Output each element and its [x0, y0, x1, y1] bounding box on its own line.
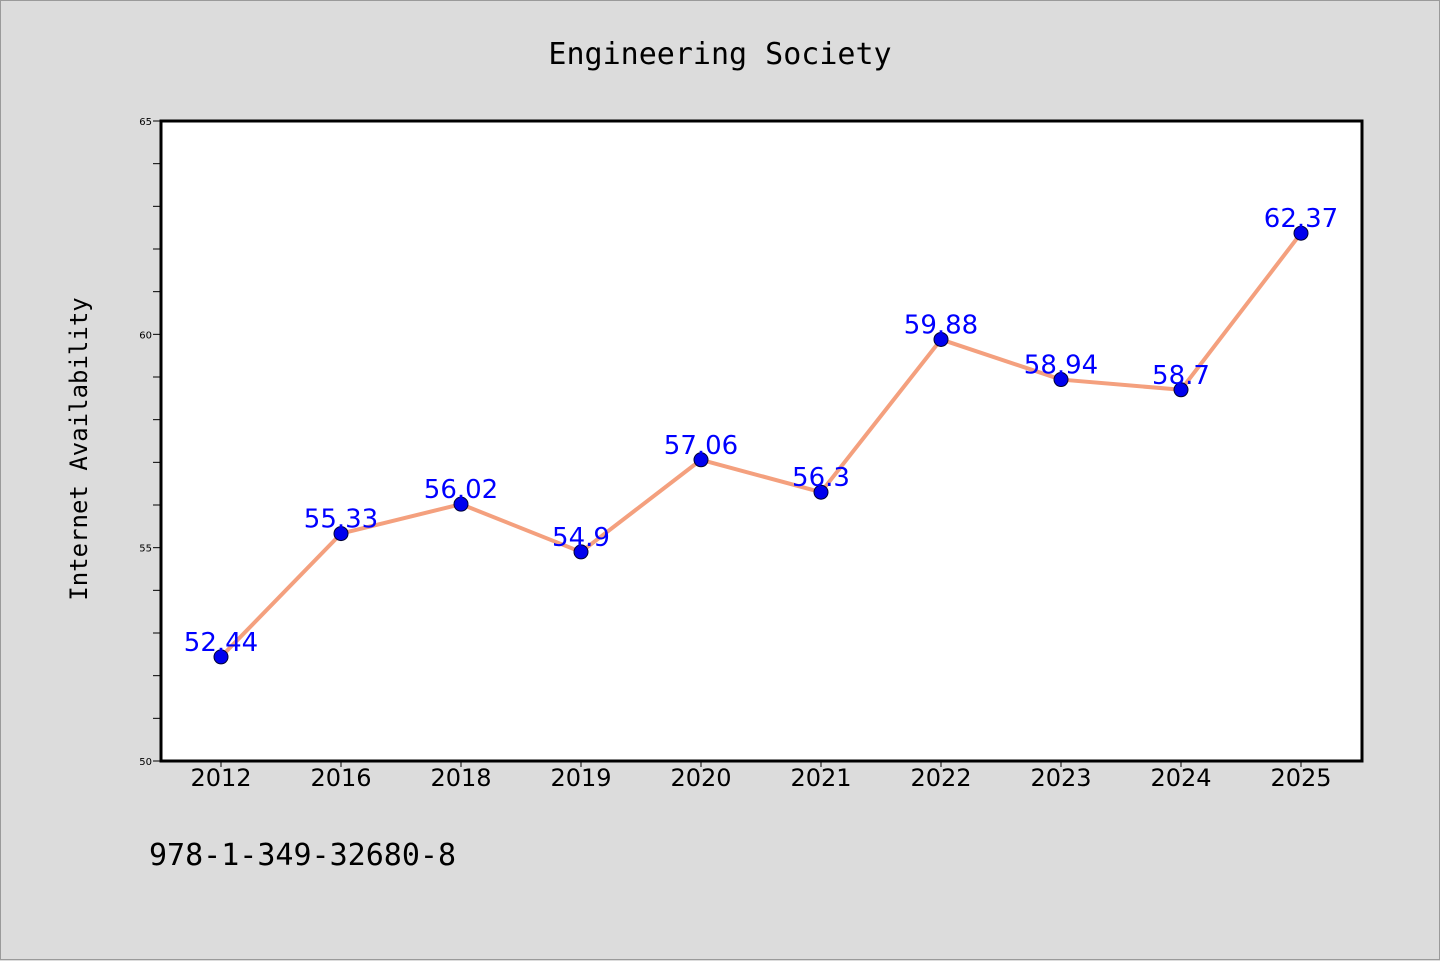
x-tick-label: 2012 — [190, 764, 251, 792]
data-point — [573, 544, 589, 560]
series-line — [219, 231, 1303, 659]
data-label: 58.94 — [1024, 351, 1098, 381]
y-tick-label: 55 — [139, 544, 152, 555]
x-tick-label: 2018 — [430, 764, 491, 792]
data-point — [213, 649, 229, 665]
data-point — [1053, 372, 1069, 388]
data-point — [933, 331, 949, 347]
data-point — [1293, 225, 1309, 241]
data-label: 58.7 — [1152, 361, 1210, 391]
x-tick-label: 2019 — [550, 764, 611, 792]
x-tick-label: 2022 — [910, 764, 971, 792]
x-tick-label: 2024 — [1150, 764, 1211, 792]
x-tick-label: 2016 — [310, 764, 371, 792]
isbn-text: 978-1-349-32680-8 — [149, 838, 456, 873]
y-tick-label: 50 — [139, 757, 152, 768]
x-tick-label: 2025 — [1270, 764, 1331, 792]
x-tick-label: 2023 — [1030, 764, 1091, 792]
data-label: 56.02 — [424, 475, 498, 505]
y-axis-label: Internet Availability — [65, 297, 93, 600]
data-label: 55.33 — [304, 505, 378, 535]
data-label: 54.9 — [552, 523, 610, 553]
chart-title: Engineering Society — [548, 37, 891, 72]
data-point — [693, 452, 709, 468]
x-tick-label: 2020 — [670, 764, 731, 792]
data-point — [1173, 382, 1189, 398]
data-point — [453, 496, 469, 512]
data-label: 62.37 — [1264, 204, 1338, 234]
data-point — [333, 526, 349, 542]
data-point — [813, 484, 829, 500]
plot-area — [161, 121, 1362, 761]
plot-frame — [159, 119, 1364, 763]
y-tick-label: 65 — [139, 117, 152, 128]
data-label: 56.3 — [792, 463, 850, 493]
y-tick-label: 60 — [139, 330, 152, 341]
data-label: 52.44 — [184, 628, 258, 658]
data-label: 57.06 — [664, 431, 738, 461]
x-tick-label: 2021 — [790, 764, 851, 792]
data-label: 59.88 — [904, 310, 978, 340]
